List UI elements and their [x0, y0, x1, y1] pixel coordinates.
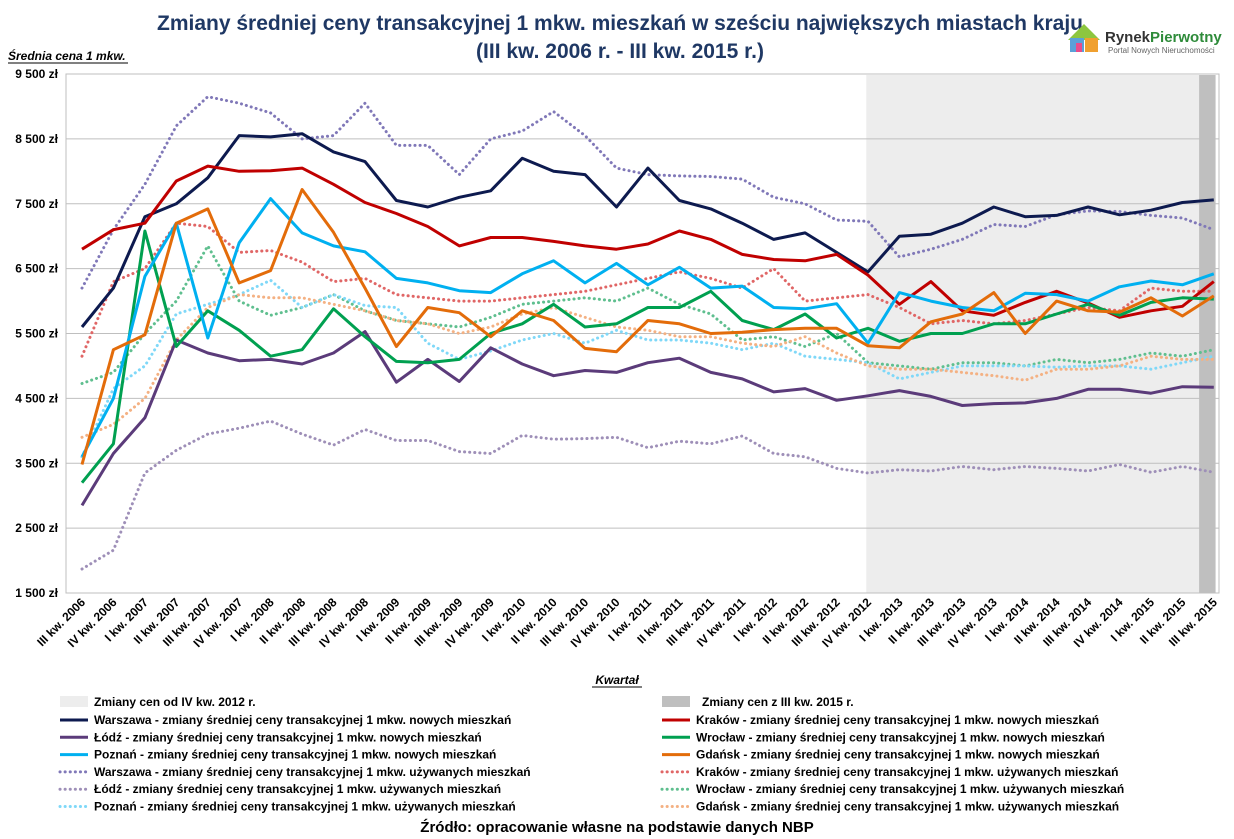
y-tick-label: 1 500 zł: [15, 586, 58, 600]
y-tick-label: 3 500 zł: [15, 456, 58, 470]
legend-label-shade-2: Zmiany cen z III kw. 2015 r.: [702, 695, 854, 709]
rynekpierwotny-logo: RynekPierwotny Portal Nowych Nieruchomoś…: [1068, 24, 1222, 55]
y-axis-title: Średnia cena 1 mkw.: [8, 48, 126, 63]
legend-label: Kraków - zmiany średniej ceny transakcyj…: [696, 713, 1099, 727]
logo-tagline: Portal Nowych Nieruchomości: [1108, 46, 1215, 55]
y-axis-ticks: 9 500 zł 8 500 zł 7 500 zł 6 500 zł 5 50…: [15, 67, 58, 600]
series-line: [80, 278, 1216, 459]
legend-swatch-shade-2: [662, 696, 690, 707]
series-line: [80, 229, 1214, 484]
y-tick-label: 8 500 zł: [15, 132, 58, 146]
series-line: [80, 95, 1216, 290]
legend-label: Poznań - zmiany średniej ceny transakcyj…: [94, 748, 496, 762]
legend-label: Warszawa - zmiany średniej ceny transakc…: [94, 765, 531, 779]
legend-label: Gdańsk - zmiany średniej ceny transakcyj…: [696, 800, 1119, 814]
y-tick-label: 7 500 zł: [15, 197, 58, 211]
logo-text-pierwotny: Pierwotny: [1150, 29, 1222, 46]
y-tick-label: 2 500 zł: [15, 521, 58, 535]
legend-label: Wrocław - zmiany średniej ceny transakcy…: [696, 730, 1105, 744]
source-note: Źródło: opracowanie własne na podstawie …: [420, 819, 813, 836]
series-lines: [80, 95, 1216, 571]
legend-label: Wrocław - zmiany średniej ceny transakcy…: [696, 782, 1124, 796]
logo-text-rynek: Rynek: [1105, 29, 1151, 46]
series-line: [81, 164, 1215, 319]
x-axis-title: Kwartał: [595, 673, 639, 687]
series-line: [80, 221, 1216, 358]
legend-label-shade-1: Zmiany cen od IV kw. 2012 r.: [94, 695, 256, 709]
y-tick-label: 9 500 zł: [15, 67, 58, 81]
y-tick-label: 5 500 zł: [15, 327, 58, 341]
legend-label: Warszawa - zmiany średniej ceny transakc…: [94, 713, 511, 727]
series-line: [80, 419, 1216, 571]
legend: Zmiany cen od IV kw. 2012 r. Zmiany cen …: [58, 695, 1124, 814]
legend-label: Gdańsk - zmiany średniej ceny transakcyj…: [696, 748, 1100, 762]
series-line: [80, 197, 1215, 458]
svg-text:RynekPierwotny: RynekPierwotny: [1105, 29, 1222, 46]
chart-title-line2: (III kw. 2006 r. - III kw. 2015 r.): [476, 40, 764, 63]
legend-label: Poznań - zmiany średniej ceny transakcyj…: [94, 800, 516, 814]
legend-label: Kraków - zmiany średniej ceny transakcyj…: [696, 765, 1118, 779]
series-line: [80, 330, 1214, 507]
y-tick-label: 6 500 zł: [15, 262, 58, 276]
legend-swatch-shade-1: [60, 696, 88, 707]
gridlines: [66, 73, 1219, 594]
y-tick-label: 4 500 zł: [15, 391, 58, 405]
legend-label: Łódź - zmiany średniej ceny transakcyjne…: [94, 782, 501, 796]
series-line: [80, 188, 1215, 465]
series-line: [80, 132, 1214, 328]
series-line: [80, 244, 1216, 385]
legend-label: Łódź - zmiany średniej ceny transakcyjne…: [94, 730, 482, 744]
chart-title-line1: Zmiany średniej ceny transakcyjnej 1 mkw…: [157, 12, 1083, 35]
house-logo-icon: [1068, 24, 1100, 52]
